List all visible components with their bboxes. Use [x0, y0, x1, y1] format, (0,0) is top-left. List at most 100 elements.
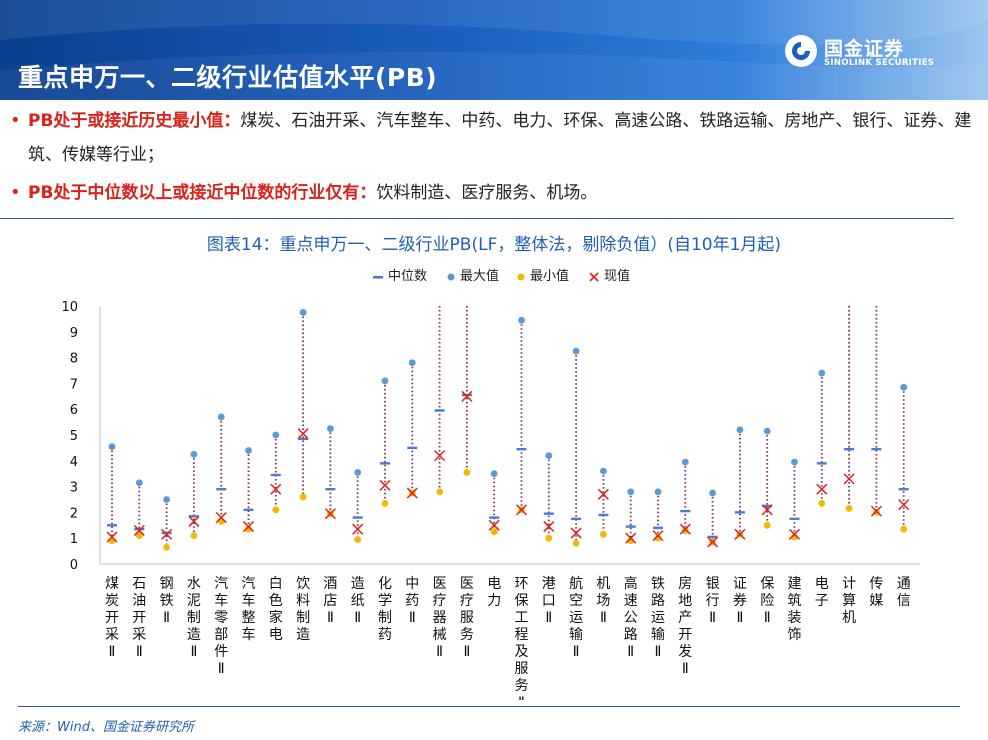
x-tick-label: 算: [842, 593, 856, 609]
x-tick-label: 路: [651, 593, 665, 609]
x-tick-label: 通: [897, 576, 911, 592]
x-tick-label: 医: [433, 576, 447, 592]
min-point: [572, 539, 580, 547]
x-tick-label: 器: [433, 610, 447, 626]
x-tick-label: 服: [460, 610, 474, 626]
median-mark: [625, 525, 636, 528]
x-tick-label: 开: [678, 627, 692, 643]
logo-cn-text: 国金证券: [824, 38, 905, 60]
x-tick-label: Ⅱ: [627, 644, 634, 660]
x-tick-label: Ⅱ: [736, 610, 743, 626]
x-tick-label: 制: [378, 610, 392, 626]
x-tick-label: 路: [624, 627, 638, 643]
header-wave-decoration: [0, 0, 988, 100]
min-point: [763, 521, 771, 529]
x-tick-label: 速: [624, 593, 638, 609]
median-mark: [707, 535, 718, 539]
current-point: [242, 521, 255, 533]
current-point: [297, 428, 309, 440]
max-point: [354, 469, 362, 476]
current-point: [324, 508, 336, 520]
x-tick-label: 运: [651, 610, 665, 626]
max-point: [108, 443, 116, 451]
x-tick-label: 医: [460, 576, 474, 592]
current-point: [679, 523, 691, 535]
x-tick-label: 零: [214, 610, 228, 626]
current-point: [816, 483, 828, 495]
y-tick-label: 3: [70, 481, 78, 496]
x-tick-label: 空: [569, 593, 583, 609]
x-tick-label: 地: [678, 593, 692, 609]
min-point: [299, 493, 307, 501]
current-point: [734, 528, 746, 540]
x-tick-label: Ⅱ: [109, 644, 116, 660]
bullet-highlight: PB处于中位数以上或接近中位数的行业仅有：: [28, 183, 377, 203]
x-tick-label: Ⅱ: [545, 610, 552, 626]
current-point: [270, 483, 282, 495]
x-tick-label: 钢: [160, 576, 174, 592]
x-tick-label: 煤: [105, 576, 119, 592]
x-tick-label: 保: [515, 593, 529, 609]
logo-mark-icon: [785, 35, 817, 67]
median-mark: [653, 526, 663, 530]
x-tick-label: 制: [187, 610, 201, 626]
bullet-body: 煤炭、石油开采、汽车整车、中药、电力、环保、高速公路、铁路运输、房地产、银行、证…: [28, 111, 972, 165]
x-tick-label: Ⅱ: [409, 610, 416, 626]
current-point: [215, 512, 227, 524]
legend-label-current: 现值: [604, 269, 631, 284]
x-tick-label: 汽: [242, 576, 256, 592]
current-point: [379, 479, 391, 491]
max-point: [245, 447, 252, 454]
max-point: [272, 431, 280, 439]
bullet-text: PB处于或接近历史最小值：煤炭、石油开采、汽车整车、中药、电力、环保、高速公路、…: [28, 104, 980, 172]
x-tick-label: 传: [869, 576, 883, 592]
x-tick-label: 券: [733, 593, 747, 609]
x-tick-label: 铁: [651, 576, 665, 592]
median-mark: [871, 447, 882, 451]
x-tick-label: 色: [269, 592, 283, 609]
median-mark: [325, 487, 336, 491]
x-tick-label: 炭: [105, 593, 119, 609]
y-tick-label: 1: [70, 532, 78, 547]
min-point: [681, 527, 689, 534]
x-tick-label: 车: [242, 626, 256, 643]
y-tick-label: 2: [70, 506, 78, 521]
legend-min-dot-icon: [517, 273, 525, 280]
x-tick-label: 房: [678, 576, 692, 592]
x-tick-label: 采: [132, 627, 146, 643]
min-point: [381, 499, 389, 507]
x-tick-label: Ⅱ: [573, 644, 580, 660]
current-point: [161, 528, 173, 540]
current-point: [843, 473, 855, 485]
x-tick-label: Ⅱ: [600, 610, 607, 626]
x-tick-label: 中: [405, 576, 419, 592]
x-tick-label: 整: [242, 610, 256, 626]
max-point: [763, 427, 771, 435]
current-point: [461, 390, 473, 402]
median-mark: [461, 393, 472, 397]
min-point: [272, 506, 280, 514]
legend-current-cross-icon: [589, 271, 599, 282]
max-point: [518, 316, 525, 324]
min-point: [436, 488, 443, 496]
x-tick-label: 及: [515, 644, 529, 660]
current-point: [898, 499, 910, 511]
x-tick-label: 场: [596, 593, 610, 609]
y-tick-label: 7: [70, 377, 78, 392]
y-tick-label: 8: [70, 352, 78, 367]
legend-item-median: 中位数: [372, 265, 427, 284]
current-point: [652, 530, 664, 542]
x-tick-label: 造: [351, 576, 365, 592]
x-tick-label: 机: [842, 610, 856, 626]
max-point: [135, 479, 143, 487]
x-tick-label: 工: [515, 610, 529, 626]
x-tick-label: 造: [296, 627, 310, 643]
x-tick-label: 泥: [187, 593, 201, 609]
max-point: [545, 452, 553, 460]
max-point: [572, 347, 580, 355]
x-tick-label: 环: [515, 576, 529, 592]
x-tick-label: Ⅱ: [354, 610, 361, 626]
median-mark: [407, 446, 418, 450]
x-tick-label: 酒: [323, 576, 337, 592]
x-tick-label: 石: [132, 576, 146, 592]
